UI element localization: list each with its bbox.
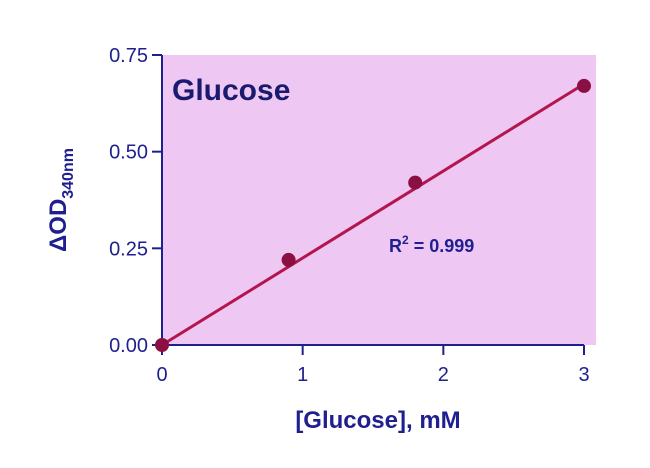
- x-tick-label: 1: [297, 364, 308, 386]
- r-squared-value: = 0.999: [409, 236, 475, 256]
- data-point: [281, 252, 296, 267]
- fit-line: [161, 82, 585, 347]
- plot-area: [162, 55, 596, 345]
- ticks: 0.00 0.25 0.50 0.75 0 1 2 3: [109, 45, 590, 386]
- x-tick-label: 2: [438, 364, 449, 386]
- y-axis-title-main: ΔOD: [45, 199, 72, 252]
- x-tick-label: 3: [578, 364, 589, 386]
- r-squared-annotation: R2 = 0.999: [389, 233, 474, 256]
- y-tick-label: 0.50: [109, 142, 148, 164]
- r-squared-superscript: 2: [402, 233, 409, 247]
- y-tick-label: 0.25: [109, 238, 148, 260]
- data-point: [155, 338, 169, 352]
- x-axis-title: [Glucose], mM: [295, 407, 460, 434]
- data-point: [577, 78, 591, 93]
- axes: [161, 55, 584, 346]
- y-tick-label: 0.00: [109, 335, 148, 357]
- y-axis-title-subscript: 340nm: [60, 148, 77, 199]
- chart-title: Glucose: [172, 74, 290, 107]
- r-squared-base: R: [389, 236, 402, 256]
- y-axis-title: ΔOD340nm: [45, 148, 77, 252]
- y-tick-label: 0.75: [109, 45, 148, 67]
- data-points: [155, 78, 591, 352]
- data-point: [408, 175, 423, 190]
- x-tick-label: 0: [156, 364, 167, 386]
- fit-line-group: [161, 82, 585, 347]
